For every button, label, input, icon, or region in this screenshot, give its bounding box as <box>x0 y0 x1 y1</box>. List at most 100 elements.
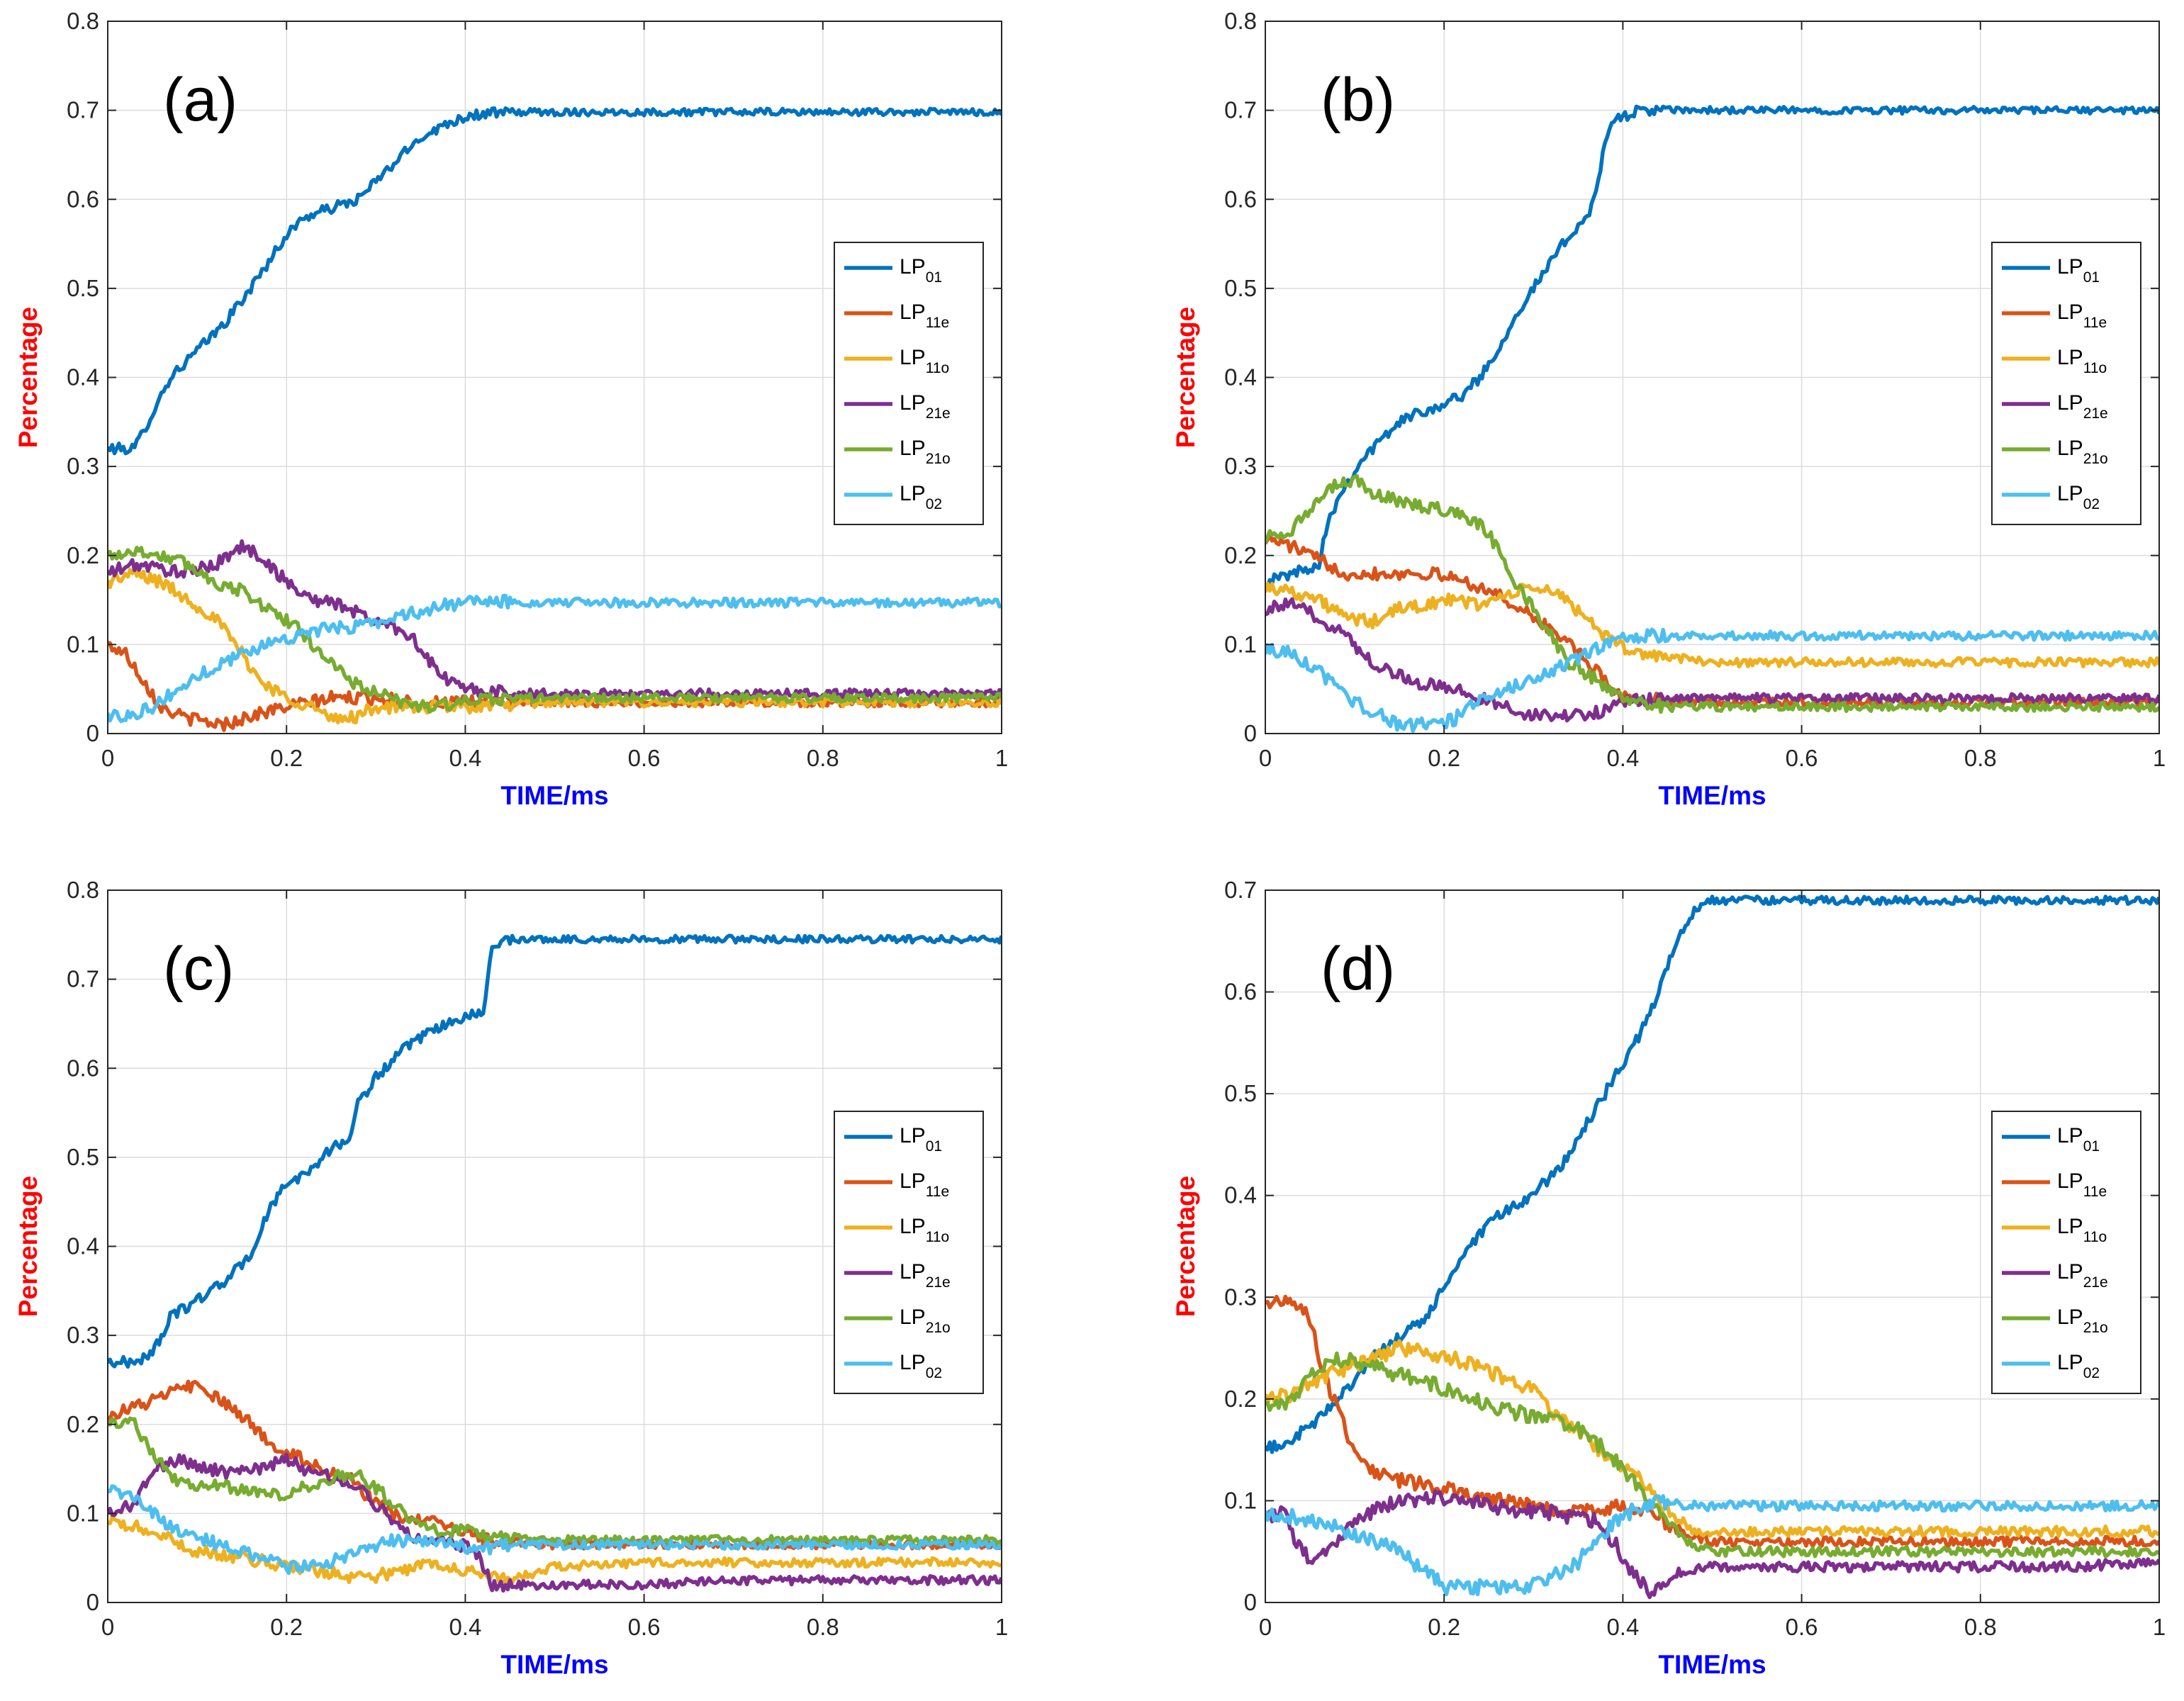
legend-label-lp21e: LP21e <box>900 391 951 422</box>
y-tick-label: 0.2 <box>1224 1386 1257 1412</box>
series-group <box>1265 894 2159 1600</box>
y-tick-label: 0.8 <box>1224 8 1257 34</box>
y-tick-label: 0.2 <box>1224 542 1257 568</box>
legend-label-lp02: LP02 <box>2057 1351 2100 1381</box>
legend-label-lp11o: LP11o <box>900 346 949 376</box>
panel-label: (d) <box>1321 935 1395 1003</box>
x-tick-label: 0.4 <box>1606 745 1639 771</box>
y-axis-label: Percentage <box>1171 307 1200 449</box>
series-line-lp21e <box>1265 597 2159 723</box>
x-tick-label: 0.6 <box>1786 745 1818 771</box>
panel-label: (a) <box>163 66 237 134</box>
y-tick-label: 0.4 <box>67 1233 99 1259</box>
y-tick-label: 0.7 <box>1224 97 1257 123</box>
y-tick-label: 0.2 <box>67 542 99 568</box>
y-tick-label: 0.7 <box>67 966 99 992</box>
legend-label-lp01: LP01 <box>2057 1124 2100 1155</box>
legend-label-lp11e: LP11e <box>2057 301 2107 331</box>
x-axis-label: TIME/ms <box>500 781 608 810</box>
x-tick-label: 0.6 <box>628 1614 661 1640</box>
y-tick-label: 0.4 <box>67 364 99 391</box>
x-tick-label: 0.2 <box>1428 745 1460 771</box>
series-line-lp01 <box>108 106 1002 456</box>
x-tick-label: 0 <box>101 1614 114 1640</box>
x-tick-label: 0.6 <box>1786 1614 1818 1640</box>
series-line-lp21e <box>108 1452 1002 1593</box>
y-tick-label: 0.7 <box>1224 877 1257 903</box>
chart-panel-b: 0 0.2 0.4 0.6 0.8 1 0 0.1 0.2 0.3 0.4 0.5 0.6 0.7 0.8 T… <box>1171 8 2166 810</box>
legend-box <box>1991 1111 2141 1394</box>
y-tick-label: 0.6 <box>67 1055 99 1081</box>
legend-label-lp21e: LP21e <box>2057 1260 2108 1291</box>
series-line-lp11o <box>1265 1339 2159 1539</box>
x-tick-label: 0.8 <box>1964 745 1997 771</box>
y-tick-label: 0.2 <box>67 1411 99 1437</box>
y-tick-label: 0.4 <box>1224 364 1257 391</box>
legend-label-lp01: LP01 <box>2057 255 2100 286</box>
legend-label-lp11o: LP11o <box>2057 346 2107 376</box>
chart-panel-a: 0 0.2 0.4 0.6 0.8 1 0 0.1 0.2 0.3 0.4 0.5 0.6 0.7 0.8 T… <box>13 8 1008 810</box>
x-tick-label: 1 <box>995 1614 1008 1640</box>
series-line-lp21o <box>1265 1351 2159 1559</box>
y-tick-label: 0.6 <box>1224 979 1257 1005</box>
series-line-lp01 <box>1265 894 2159 1454</box>
x-tick-label: 0.8 <box>1964 1614 1997 1640</box>
y-tick-label: 0.3 <box>1224 453 1257 479</box>
x-axis-label: TIME/ms <box>1658 1650 1766 1679</box>
x-tick-label: 0 <box>1259 1614 1272 1640</box>
x-tick-label: 0.8 <box>807 745 839 771</box>
panel-label: (c) <box>163 935 234 1003</box>
legend-label-lp21o: LP21o <box>900 437 951 467</box>
y-tick-label: 0.3 <box>67 1322 99 1348</box>
y-tick-label: 0.8 <box>67 877 99 903</box>
panel-label: (b) <box>1321 66 1395 134</box>
x-tick-label: 0.2 <box>270 1614 303 1640</box>
x-tick-label: 0 <box>101 745 114 771</box>
x-tick-label: 0.2 <box>1428 1614 1460 1640</box>
series-line-lp11e <box>1265 1294 2159 1549</box>
legend-label-lp11o: LP11o <box>2057 1215 2107 1245</box>
y-tick-label: 0.4 <box>1224 1182 1257 1208</box>
series-group <box>108 933 1002 1593</box>
y-tick-label: 0 <box>1244 1589 1257 1615</box>
y-tick-label: 0.1 <box>67 1500 99 1526</box>
x-tick-label: 0.8 <box>807 1614 839 1640</box>
y-tick-label: 0.1 <box>1224 1487 1257 1513</box>
series-line-lp11o <box>1265 581 2159 669</box>
y-tick-label: 0.1 <box>67 631 99 657</box>
y-axis-label: Percentage <box>13 307 43 449</box>
y-tick-label: 0.5 <box>1224 1080 1257 1106</box>
series-line-lp21o <box>108 546 1002 714</box>
legend-box <box>1991 242 2141 525</box>
y-tick-label: 0 <box>1244 720 1257 746</box>
x-axis-label: TIME/ms <box>500 1650 608 1679</box>
legend-label-lp21e: LP21e <box>900 1260 951 1291</box>
series-line-lp02 <box>1265 1494 2159 1597</box>
series-line-lp21e <box>1265 1489 2159 1600</box>
legend-label-lp02: LP02 <box>2057 482 2100 512</box>
legend-box <box>834 242 984 525</box>
x-tick-label: 0 <box>1259 745 1272 771</box>
series-line-lp21o <box>108 1416 1002 1546</box>
y-tick-label: 0.6 <box>67 186 99 212</box>
legend-label-lp21o: LP21o <box>2057 1306 2108 1336</box>
x-tick-label: 1 <box>2153 1614 2166 1640</box>
series-line-lp02 <box>1265 627 2159 734</box>
series-line-lp01 <box>108 933 1002 1369</box>
y-axis-label: Percentage <box>1171 1176 1200 1318</box>
legend-label-lp11e: LP11e <box>900 1169 949 1200</box>
x-axis-label: TIME/ms <box>1658 781 1766 810</box>
y-tick-label: 0.5 <box>67 275 99 301</box>
legend-label-lp11o: LP11o <box>900 1215 949 1245</box>
x-tick-label: 1 <box>995 745 1008 771</box>
chart-panel-d: 0 0.2 0.4 0.6 0.8 1 0 0.1 0.2 0.3 0.4 0.5 0.6 0.7 TIME… <box>1171 877 2166 1679</box>
y-tick-label: 0.6 <box>1224 186 1257 212</box>
axes-box <box>1265 889 2160 1603</box>
series-line-lp21o <box>1265 473 2159 714</box>
legend-label-lp21o: LP21o <box>900 1306 951 1336</box>
chart-panel-c: 0 0.2 0.4 0.6 0.8 1 0 0.1 0.2 0.3 0.4 0.5 0.6 0.7 0.8 T… <box>13 877 1008 1679</box>
y-tick-label: 0.5 <box>1224 275 1257 301</box>
x-tick-label: 0.6 <box>628 745 661 771</box>
legend-label-lp21e: LP21e <box>2057 391 2108 422</box>
